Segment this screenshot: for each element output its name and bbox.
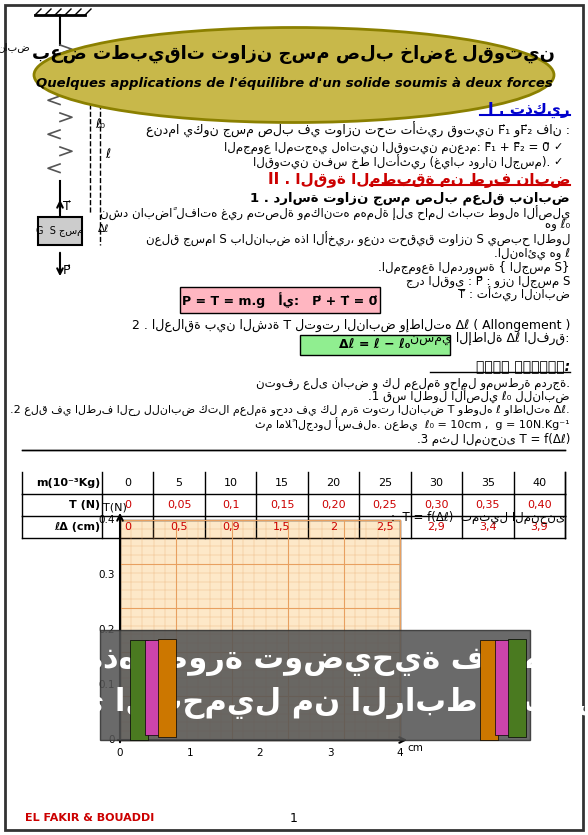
Text: 3: 3 [327, 748, 333, 758]
FancyBboxPatch shape [100, 630, 530, 740]
Text: 0,20: 0,20 [321, 500, 346, 510]
Text: 40: 40 [532, 478, 546, 488]
Text: 0,15: 0,15 [270, 500, 295, 510]
Text: عندما يكون جسم صلب في توازن تحت تأثير قوتين F⃗₁ وF⃗₂ فان :: عندما يكون جسم صلب في توازن تحت تأثير قو… [146, 122, 570, 138]
Text: T (N): T (N) [69, 500, 100, 510]
Text: بعض تطبيقات توازن جسم صلب خاضع لقوتين: بعض تطبيقات توازن جسم صلب خاضع لقوتين [32, 45, 556, 64]
Text: 30: 30 [429, 478, 443, 488]
Text: المجموع المتجهي لهاتين القوتين منعدم: F⃗₁ + F⃗₂ = 0⃗: المجموع المتجهي لهاتين القوتين منعدم: F⃗… [225, 140, 550, 154]
Text: ثم اﻣﻼً الجدول أسفله. نعطي  ℓ₀ = 10cm ,  g = 10N.Kg⁻¹: ثم اﻣﻼً الجدول أسفله. نعطي ℓ₀ = 10cm , g… [255, 417, 570, 431]
Text: m(10⁻³Kg): m(10⁻³Kg) [36, 478, 100, 488]
Text: EL FAKIR & BOUADDI: EL FAKIR & BOUADDI [25, 813, 154, 823]
Text: 20: 20 [326, 478, 340, 488]
FancyBboxPatch shape [158, 639, 176, 737]
Text: 1: 1 [186, 748, 193, 758]
Text: 1: 1 [290, 812, 298, 825]
FancyBboxPatch shape [495, 640, 513, 735]
Text: نشد نابضاً لفاته غير متصلة ومكانته مهملة إلى حامل ثابت طوله الأصلي: نشد نابضاً لفاته غير متصلة ومكانته مهملة… [100, 205, 570, 220]
Text: 4: 4 [397, 748, 403, 758]
Text: 0: 0 [124, 522, 131, 532]
Text: 5: 5 [176, 478, 183, 488]
Text: نابض: نابض [0, 42, 30, 52]
Text: 0,9: 0,9 [222, 522, 239, 532]
Text: II . القوة المطبقة من طرف نابض: II . القوة المطبقة من طرف نابض [268, 172, 570, 188]
Text: 25: 25 [378, 478, 392, 488]
Text: ✓: ✓ [553, 157, 562, 167]
Text: I . تذكير: I . تذكير [489, 102, 570, 118]
Text: cm: cm [407, 743, 423, 753]
Text: .3 مثل المنحنى T = f(Δℓ): .3 مثل المنحنى T = f(Δℓ) [417, 433, 570, 446]
Text: Δℓ: Δℓ [98, 224, 109, 234]
Text: .2 علق في الطرف الحر للنابض كتلا معلمة وحدد في كل مرة توتر النابض T وطوله ℓ واطا: .2 علق في الطرف الحر للنابض كتلا معلمة و… [11, 406, 570, 417]
Text: :  T = f(Δℓ)  تمثيل المنحنى: : T = f(Δℓ) تمثيل المنحنى [391, 510, 565, 524]
Text: Quelques applications de l'équilibre d'un solide soumis à deux forces: Quelques applications de l'équilibre d'u… [36, 77, 552, 89]
Text: G  S جسم: G S جسم [36, 225, 83, 236]
FancyBboxPatch shape [180, 287, 380, 313]
Text: 0: 0 [109, 735, 115, 745]
Text: هذه صورة توضيحية فقط: هذه صورة توضيحية فقط [85, 644, 545, 676]
Text: 3,4: 3,4 [479, 522, 497, 532]
Text: نسمي الإطالة Δℓ الفرق:: نسمي الإطالة Δℓ الفرق: [410, 331, 570, 345]
Text: 2: 2 [330, 522, 337, 532]
Text: 0,30: 0,30 [424, 500, 449, 510]
Text: ℓΔ (cm): ℓΔ (cm) [54, 522, 100, 532]
Text: ✓: ✓ [553, 142, 562, 152]
Text: T(N): T(N) [103, 503, 127, 513]
Text: 10: 10 [223, 478, 238, 488]
Text: 0,40: 0,40 [527, 500, 552, 510]
Text: نعلق جسما S بالنابض هذا الأخير، وعند تحقيق توازن S يصبح الطول: نعلق جسما S بالنابض هذا الأخير، وعند تحق… [145, 231, 570, 246]
Text: 1,5: 1,5 [273, 522, 291, 532]
FancyBboxPatch shape [5, 5, 583, 830]
Text: 0,35: 0,35 [476, 500, 500, 510]
Text: 3,9: 3,9 [530, 522, 548, 532]
Text: T⃗ : تأثير النابض: T⃗ : تأثير النابض [458, 286, 570, 301]
Text: Δℓ = ℓ − ℓ₀: Δℓ = ℓ − ℓ₀ [339, 338, 410, 352]
Text: T⃗: T⃗ [63, 200, 71, 212]
Text: نشاط تجريبي:: نشاط تجريبي: [476, 360, 570, 374]
Text: 2 . العلاقة بين الشدة T لتوتر النابض وإطالته Δℓ ( Allongement ): 2 . العلاقة بين الشدة T لتوتر النابض وإط… [132, 318, 570, 331]
Text: 0.3: 0.3 [99, 570, 115, 580]
Text: 2: 2 [257, 748, 263, 758]
Text: 0: 0 [117, 748, 123, 758]
Text: P = T = m.g   أي:   P⃗ + T⃗ = 0⃗: P = T = m.g أي: P⃗ + T⃗ = 0⃗ [182, 292, 377, 308]
Text: 0,05: 0,05 [167, 500, 192, 510]
Text: 0.4: 0.4 [99, 515, 115, 525]
Text: 0: 0 [124, 500, 131, 510]
Text: .النهائي هو ℓ: .النهائي هو ℓ [494, 246, 570, 260]
Text: 0,1: 0,1 [222, 500, 239, 510]
FancyBboxPatch shape [130, 640, 148, 740]
Text: 0,5: 0,5 [171, 522, 188, 532]
FancyBboxPatch shape [508, 639, 526, 737]
Text: .المجموعة المدروسة { الجسم S}: .المجموعة المدروسة { الجسم S} [379, 261, 570, 274]
Text: 1 . دراسة توازن جسم صلب معلق بنابض: 1 . دراسة توازن جسم صلب معلق بنابض [250, 191, 570, 205]
Text: القوتين نفس خط التأثير (غياب دوران الجسم).: القوتين نفس خط التأثير (غياب دوران الجسم… [253, 154, 550, 170]
Text: 15: 15 [275, 478, 289, 488]
Text: P⃗: P⃗ [63, 264, 71, 276]
Text: 35: 35 [481, 478, 495, 488]
Text: 0,25: 0,25 [373, 500, 397, 510]
Text: 0.2: 0.2 [99, 625, 115, 635]
Text: نتوفر على نابض و كل معلمة وحامل ومسطرة مدرجة.: نتوفر على نابض و كل معلمة وحامل ومسطرة م… [256, 377, 570, 389]
Text: يرجى التحميل من الرابط أسفله: يرجى التحميل من الرابط أسفله [9, 681, 588, 720]
FancyBboxPatch shape [38, 217, 82, 245]
Text: 0.1: 0.1 [99, 680, 115, 690]
Text: ℓ: ℓ [105, 149, 110, 161]
Text: .1 قس الطول الأصلي ℓ₀ للنابض: .1 قس الطول الأصلي ℓ₀ للنابض [369, 388, 570, 403]
Ellipse shape [34, 28, 554, 123]
FancyBboxPatch shape [145, 640, 163, 735]
FancyBboxPatch shape [480, 640, 498, 740]
FancyBboxPatch shape [120, 520, 400, 740]
Text: 2,9: 2,9 [427, 522, 445, 532]
Text: 0: 0 [124, 478, 131, 488]
FancyBboxPatch shape [300, 335, 450, 355]
Text: جرد القوى : P⃗ : وزن الجسم S: جرد القوى : P⃗ : وزن الجسم S [406, 275, 570, 287]
Text: 2,5: 2,5 [376, 522, 394, 532]
Text: هو ℓ₀: هو ℓ₀ [545, 220, 570, 232]
Text: ℓ₀: ℓ₀ [95, 119, 105, 131]
